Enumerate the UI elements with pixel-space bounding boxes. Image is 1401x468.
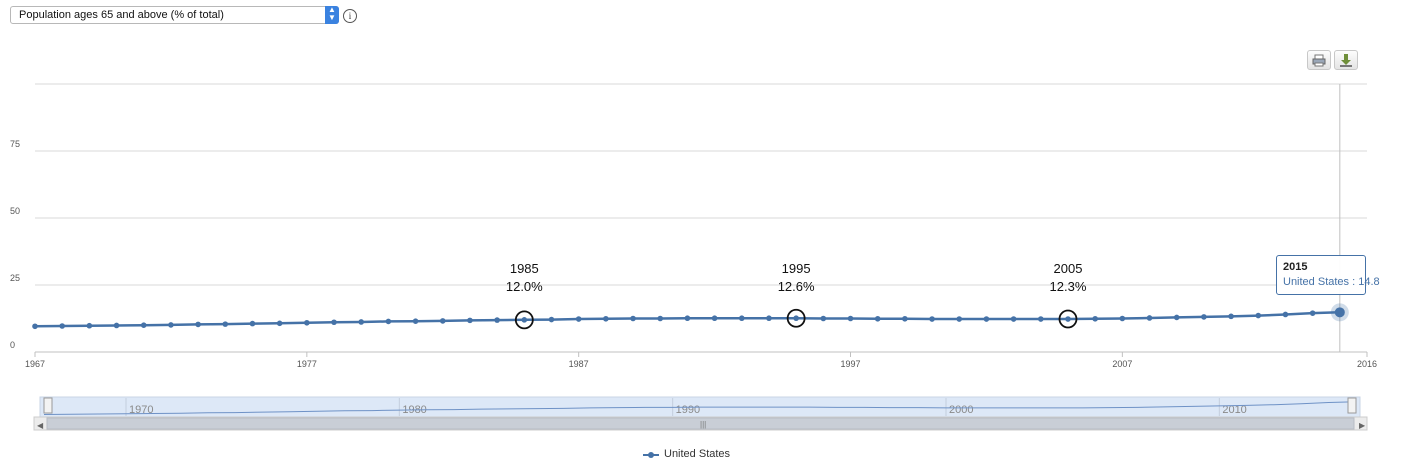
- data-point[interactable]: [140, 322, 147, 329]
- data-point[interactable]: [603, 315, 609, 322]
- data-point[interactable]: [32, 323, 38, 330]
- data-point[interactable]: [1334, 307, 1345, 318]
- annotation-value: 12.3%: [1050, 279, 1087, 294]
- legend-label: United States: [664, 448, 731, 460]
- navigator-label: 2000: [949, 404, 973, 416]
- tooltip-year: 2015: [1283, 261, 1308, 273]
- annotation-year: 2005: [1054, 261, 1083, 276]
- annotation-circle: [786, 308, 806, 328]
- data-point[interactable]: [358, 319, 365, 325]
- data-point[interactable]: [1255, 312, 1262, 319]
- navigator-label: 2010: [1222, 404, 1246, 416]
- data-point[interactable]: [86, 322, 93, 329]
- data-point[interactable]: [1173, 314, 1180, 321]
- data-point[interactable]: [983, 316, 990, 322]
- data-point[interactable]: [684, 315, 691, 322]
- data-point[interactable]: [222, 321, 229, 327]
- download-icon: [1340, 54, 1352, 67]
- data-point[interactable]: [902, 315, 908, 322]
- data-point[interactable]: [1146, 315, 1153, 321]
- data-point[interactable]: [1119, 315, 1126, 322]
- data-point[interactable]: [385, 318, 392, 325]
- navigator-series-line: [43, 401, 1357, 415]
- data-point[interactable]: [929, 316, 935, 322]
- annotation-circle: [1058, 309, 1078, 329]
- y-tick-label: 75: [10, 139, 20, 149]
- data-point[interactable]: [276, 320, 283, 327]
- navigator[interactable]: 1970 1980 1990 2000 2010 ||| ◀ ▶: [33, 396, 1368, 431]
- data-point[interactable]: [1282, 311, 1289, 318]
- data-point[interactable]: [521, 317, 528, 323]
- data-point[interactable]: [820, 315, 827, 322]
- x-tick-label: 1977: [297, 359, 317, 369]
- data-point[interactable]: [548, 316, 555, 323]
- data-point[interactable]: [956, 316, 963, 322]
- x-tick-label: 2007: [1112, 359, 1132, 369]
- scrollbar-grip-icon: |||: [700, 420, 706, 429]
- data-point[interactable]: [766, 315, 772, 322]
- data-point[interactable]: [168, 322, 174, 328]
- data-point[interactable]: [195, 321, 201, 328]
- data-point[interactable]: [657, 315, 664, 322]
- data-point[interactable]: [304, 319, 310, 326]
- data-point[interactable]: [1228, 313, 1234, 320]
- data-point[interactable]: [1309, 310, 1316, 316]
- x-tick-label: 2016: [1357, 359, 1377, 369]
- data-point[interactable]: [630, 315, 636, 322]
- annotation-value: 12.0%: [506, 279, 543, 294]
- data-point[interactable]: [793, 315, 799, 322]
- data-point[interactable]: [249, 320, 256, 327]
- annotation-value: 12.6%: [778, 279, 815, 294]
- data-point[interactable]: [1092, 315, 1098, 322]
- navigator-handle-left[interactable]: [43, 397, 53, 414]
- info-icon[interactable]: i: [343, 9, 357, 23]
- tooltip: 2015 United States : 14.8: [1276, 255, 1380, 295]
- download-button[interactable]: [1334, 50, 1358, 70]
- indicator-select-value: Population ages 65 and above (% of total…: [19, 9, 224, 21]
- y-tick-label: 25: [10, 273, 20, 283]
- annotation-year: 1985: [510, 261, 539, 276]
- data-point[interactable]: [1065, 316, 1071, 322]
- tooltip-value: United States : 14.8: [1283, 276, 1380, 288]
- navigator-label: 1970: [129, 404, 153, 416]
- data-point[interactable]: [494, 317, 500, 323]
- data-point[interactable]: [59, 323, 65, 329]
- data-point[interactable]: [1201, 314, 1207, 320]
- data-point[interactable]: [1010, 316, 1017, 322]
- data-point[interactable]: [412, 318, 419, 324]
- data-point[interactable]: [874, 315, 881, 322]
- indicator-select[interactable]: Population ages 65 and above (% of total…: [10, 6, 339, 24]
- data-point[interactable]: [1037, 316, 1044, 322]
- scrollbar-thumb[interactable]: [46, 417, 1355, 430]
- legend-dot-marker: [648, 452, 654, 458]
- data-point[interactable]: [711, 315, 718, 322]
- navigator-handle-right[interactable]: [1347, 397, 1357, 414]
- scroll-left-arrow-icon[interactable]: ◀: [37, 421, 44, 430]
- chevron-updown-icon: ▲ ▼: [325, 6, 339, 24]
- annotation-year: 1995: [782, 261, 811, 276]
- data-point[interactable]: [847, 315, 854, 322]
- x-tick-label: 1997: [840, 359, 860, 369]
- navigator-label: 1990: [676, 404, 700, 416]
- data-point[interactable]: [439, 318, 446, 324]
- printer-icon: [1312, 54, 1326, 67]
- print-button[interactable]: [1307, 50, 1331, 70]
- data-point[interactable]: [575, 316, 582, 322]
- data-point[interactable]: [738, 315, 745, 322]
- data-point[interactable]: [467, 317, 473, 324]
- scroll-right-arrow-icon[interactable]: ▶: [1359, 421, 1366, 430]
- x-tick-label: 1987: [569, 359, 589, 369]
- annotation-circle: [514, 310, 534, 330]
- data-point[interactable]: [331, 319, 337, 326]
- y-tick-label: 0: [10, 340, 15, 350]
- x-tick-label: 1967: [25, 359, 45, 369]
- data-point[interactable]: [113, 322, 120, 329]
- y-tick-label: 50: [10, 206, 20, 216]
